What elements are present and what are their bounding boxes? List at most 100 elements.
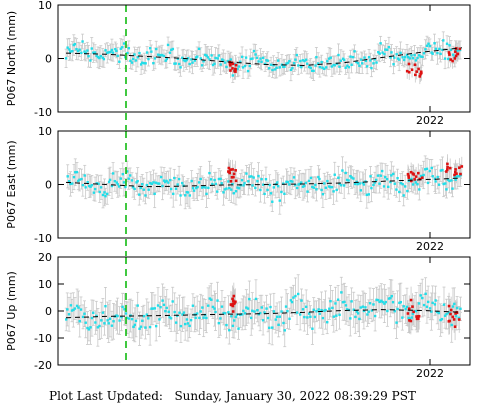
data-point [282, 65, 285, 69]
data-point [411, 57, 415, 60]
data-point [95, 314, 98, 318]
data-point [100, 319, 103, 322]
recent-point [447, 51, 451, 54]
data-point [142, 314, 146, 318]
data-point [188, 194, 192, 197]
data-point [95, 54, 98, 58]
data-point [323, 67, 326, 71]
data-point [232, 192, 236, 195]
recent-point [420, 71, 423, 75]
recent-point [420, 176, 424, 180]
recent-point [231, 304, 235, 308]
data-point [177, 62, 181, 66]
data-point [191, 304, 195, 307]
data-point [414, 181, 418, 184]
data-point [186, 322, 190, 325]
data-point [145, 183, 149, 187]
data-point [320, 60, 323, 64]
data-point [79, 308, 83, 311]
data-point [144, 194, 147, 197]
data-point [361, 305, 365, 308]
data-point [362, 183, 366, 186]
data-point [156, 182, 160, 185]
footer-timestamp: Sunday, January 30, 2022 08:39:29 PST [174, 389, 416, 403]
data-point [301, 59, 305, 62]
x-tick-label: 2022 [416, 367, 444, 380]
recent-point [232, 299, 235, 303]
data-point [139, 325, 143, 328]
y-tick-label: 0 [45, 179, 52, 192]
data-point [345, 308, 349, 311]
data-point [169, 178, 172, 182]
data-point [145, 313, 148, 316]
data-point [136, 56, 140, 59]
data-point [181, 56, 184, 60]
recent-point [454, 312, 457, 315]
data-point [314, 183, 317, 187]
data-point [381, 51, 384, 54]
recent-point [409, 179, 413, 183]
data-point [347, 179, 350, 182]
data-point [418, 188, 421, 191]
data-point [242, 309, 245, 313]
data-point [163, 180, 167, 184]
data-point [138, 327, 141, 330]
data-point [352, 177, 355, 180]
data-point [427, 42, 430, 45]
recent-point [417, 315, 420, 318]
data-point [201, 306, 204, 309]
data-point [216, 190, 219, 193]
data-point [106, 51, 109, 55]
data-point [213, 178, 216, 182]
data-point [294, 58, 297, 61]
recent-point [453, 170, 457, 174]
data-point [396, 307, 399, 311]
data-point [335, 62, 339, 65]
data-point [222, 59, 225, 62]
data-point [98, 56, 101, 60]
recent-point [227, 166, 231, 170]
data-point [95, 182, 99, 185]
y-tick-label: -10 [34, 106, 52, 119]
recent-point [409, 319, 413, 323]
data-point [398, 301, 401, 305]
data-point [259, 188, 262, 192]
data-point [350, 176, 353, 179]
recent-point [453, 57, 457, 60]
data-point [345, 178, 349, 182]
data-point [324, 308, 327, 312]
data-point [173, 62, 176, 65]
data-point [406, 189, 409, 193]
recent-point [415, 317, 419, 321]
data-point [214, 182, 218, 186]
data-point [311, 185, 314, 189]
data-point [186, 191, 190, 194]
data-point [118, 60, 121, 63]
y-tick-label: -10 [34, 232, 52, 245]
data-point [378, 52, 381, 55]
panel-2: -20 -10 0 10 20 2022 P067 Up (mm) [5, 251, 471, 380]
data-point [98, 324, 101, 328]
data-point [162, 179, 166, 182]
data-point [71, 49, 74, 53]
data-point [450, 179, 453, 182]
data-point [389, 180, 392, 184]
recent-point [229, 303, 233, 307]
data-point [303, 315, 306, 319]
data-point [298, 182, 301, 186]
data-point [346, 64, 349, 67]
recent-point [234, 169, 237, 172]
recent-point [445, 168, 449, 171]
data-point [90, 47, 93, 50]
data-point [410, 177, 413, 181]
data-point [367, 193, 371, 196]
data-point [193, 59, 197, 62]
data-point [442, 303, 446, 306]
data-point [282, 321, 285, 325]
data-point [271, 68, 274, 72]
data-point [130, 179, 134, 182]
data-point [116, 314, 119, 318]
data-point [168, 316, 171, 319]
data-point [327, 57, 331, 60]
